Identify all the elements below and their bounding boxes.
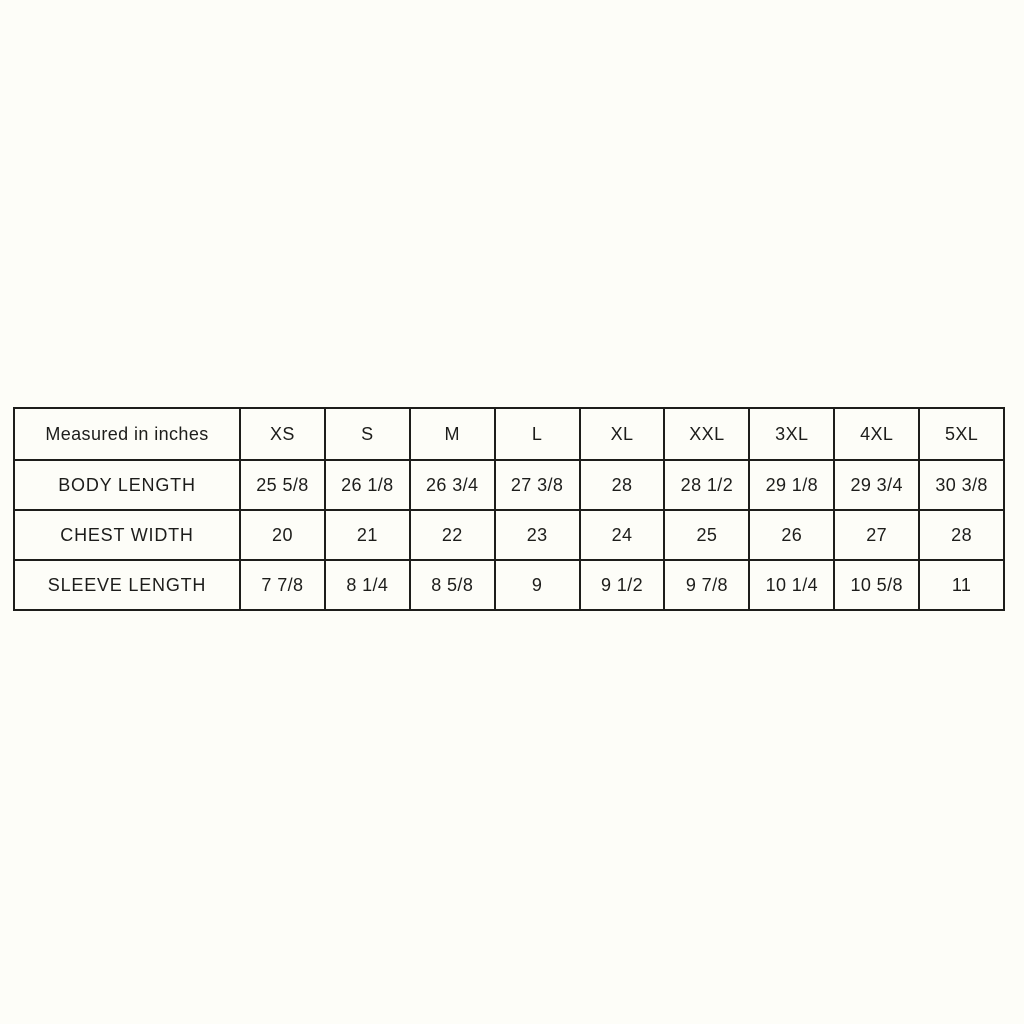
body-length-xl-cell: 28 [578, 459, 666, 511]
body-length-s-cell: 26 1/8 [323, 459, 411, 511]
header-cell-size-xs: XS [239, 407, 326, 461]
header-cell-size-4xl: 4XL [833, 407, 921, 461]
sleeve-length-xs-cell: 7 7/8 [239, 559, 326, 611]
body-length-m-cell: 26 3/4 [408, 459, 496, 511]
row-label-sleeve-length: SLEEVE LENGTH [13, 559, 241, 611]
header-cell-measured-in-inches: Measured in inches [13, 407, 241, 461]
row-label-body-length: BODY LENGTH [13, 459, 241, 511]
size-chart-table: Measured in inches XS S M L XL XXL 3XL 4… [13, 407, 1006, 611]
sleeve-length-5xl-cell: 11 [918, 559, 1006, 611]
table-row-chest-width: CHEST WIDTH 20 21 22 23 24 25 26 27 28 [13, 509, 1006, 561]
header-cell-size-3xl: 3XL [748, 407, 836, 461]
row-label-chest-width: CHEST WIDTH [13, 509, 241, 561]
chest-width-3xl-cell: 26 [748, 509, 836, 561]
chest-width-l-cell: 23 [493, 509, 581, 561]
sleeve-length-m-cell: 8 5/8 [408, 559, 496, 611]
sleeve-length-xl-cell: 9 1/2 [578, 559, 666, 611]
body-length-xs-cell: 25 5/8 [239, 459, 326, 511]
chest-width-xxl-cell: 25 [663, 509, 751, 561]
body-length-l-cell: 27 3/8 [493, 459, 581, 511]
header-cell-size-l: L [493, 407, 581, 461]
body-length-3xl-cell: 29 1/8 [748, 459, 836, 511]
header-cell-size-m: M [408, 407, 496, 461]
header-cell-size-5xl: 5XL [918, 407, 1006, 461]
chest-width-m-cell: 22 [408, 509, 496, 561]
body-length-xxl-cell: 28 1/2 [663, 459, 751, 511]
chest-width-4xl-cell: 27 [833, 509, 921, 561]
header-row: Measured in inches XS S M L XL XXL 3XL 4… [13, 407, 1006, 461]
sleeve-length-xxl-cell: 9 7/8 [663, 559, 751, 611]
body-length-4xl-cell: 29 3/4 [833, 459, 921, 511]
chest-width-5xl-cell: 28 [918, 509, 1006, 561]
body-length-5xl-cell: 30 3/8 [918, 459, 1006, 511]
chest-width-xs-cell: 20 [239, 509, 326, 561]
header-cell-size-s: S [323, 407, 411, 461]
table-row-sleeve-length: SLEEVE LENGTH 7 7/8 8 1/4 8 5/8 9 9 1/2 … [13, 559, 1006, 611]
sleeve-length-4xl-cell: 10 5/8 [833, 559, 921, 611]
header-cell-size-xxl: XXL [663, 407, 751, 461]
chest-width-s-cell: 21 [323, 509, 411, 561]
sleeve-length-3xl-cell: 10 1/4 [748, 559, 836, 611]
header-cell-size-xl: XL [578, 407, 666, 461]
chest-width-xl-cell: 24 [578, 509, 666, 561]
sleeve-length-s-cell: 8 1/4 [323, 559, 411, 611]
sleeve-length-l-cell: 9 [493, 559, 581, 611]
table-row-body-length: BODY LENGTH 25 5/8 26 1/8 26 3/4 27 3/8 … [13, 459, 1006, 511]
